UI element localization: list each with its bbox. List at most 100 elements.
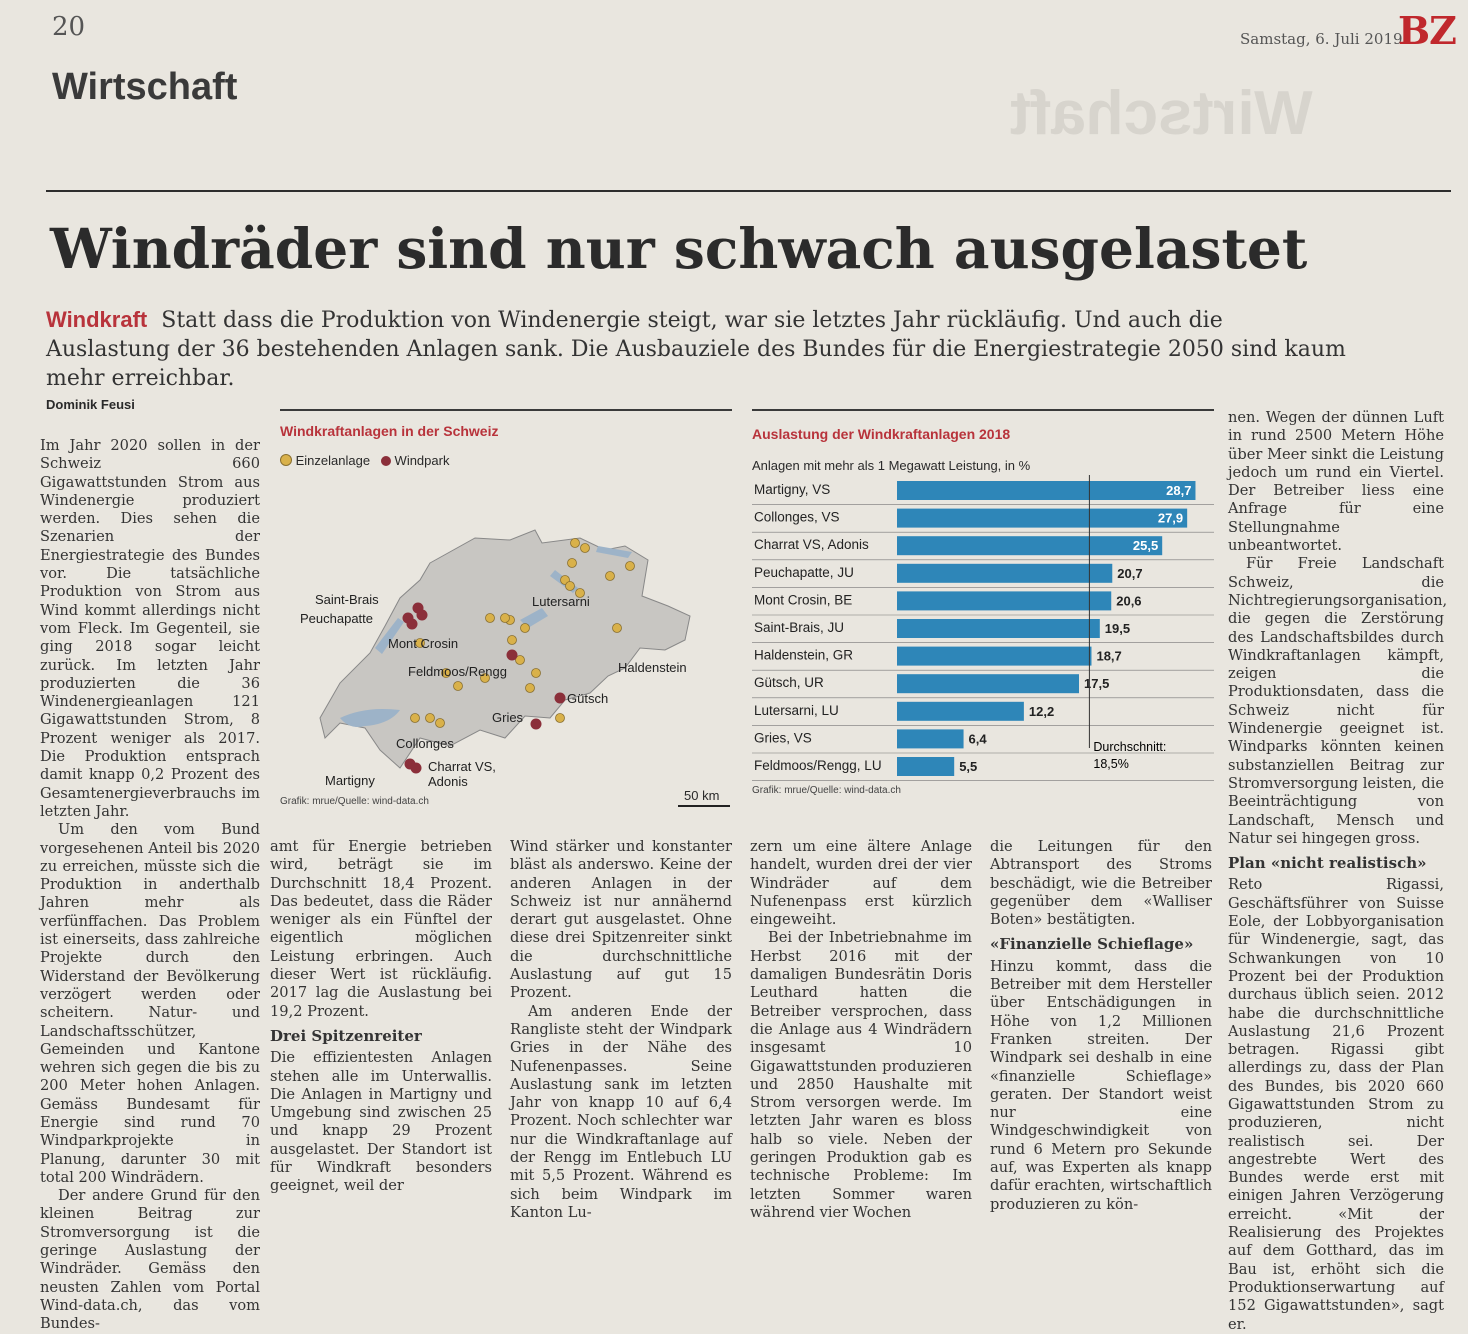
map-title: Windkraftanlagen in der Schweiz	[280, 423, 499, 439]
lake-neuchatel	[375, 618, 404, 654]
paragraph: Am anderen Ende der Rangliste steht der …	[510, 1002, 732, 1221]
map-source: Grafik: mrue/Quelle: wind-data.ch	[280, 796, 429, 807]
section-rule	[46, 190, 1451, 192]
paragraph: Im Jahr 2020 sollen in der Schweiz 660 G…	[40, 437, 260, 820]
bar	[897, 563, 1113, 583]
article-column-2: amt für Energie betrieben wird, beträgt …	[270, 838, 492, 1196]
single-marker-icon	[280, 454, 292, 466]
category-label: Haldenstein, GR	[754, 648, 853, 663]
marker-single	[605, 571, 615, 581]
marker-single	[485, 613, 495, 623]
lake-geneva	[340, 709, 400, 727]
value-label: 25,5	[1133, 538, 1158, 553]
marker-park	[406, 618, 418, 630]
paragraph: Der andere Grund für den kleinen Beitrag…	[40, 1187, 260, 1333]
value-label: 20,6	[1116, 593, 1141, 608]
marker-single	[507, 635, 517, 645]
bar-row: Martigny, VS 28,7	[752, 481, 1214, 505]
marker-park	[410, 762, 422, 774]
subheading: Plan «nicht realistisch»	[1228, 854, 1427, 873]
category-label: Peuchapatte, JU	[754, 565, 854, 580]
article-lead: Windkraft Statt dass die Produktion von …	[46, 305, 1346, 393]
single-markers	[410, 538, 635, 728]
marker-single	[515, 655, 525, 665]
value-label: 17,5	[1084, 676, 1109, 691]
map-graphic: Windkraftanlagen in der Schweiz Einzelan…	[280, 409, 732, 816]
graphic-rule	[752, 409, 1214, 411]
marker-park	[416, 609, 428, 621]
marker-single	[531, 668, 541, 678]
category-label: Lutersarni, LU	[754, 703, 839, 718]
author-byline: Dominik Feusi	[46, 397, 135, 412]
map-label: Gütsch	[567, 691, 608, 706]
bar-chart-graphic: Auslastung der Windkraftanlagen 2018 Anl…	[752, 409, 1214, 796]
paragraph: nen. Wegen der dünnen Luft in rund 2500 …	[1228, 409, 1444, 555]
marker-single	[441, 668, 451, 678]
value-label: 12,2	[1029, 704, 1054, 719]
bar	[897, 591, 1112, 611]
bar	[897, 646, 1092, 666]
lead-text: Statt dass die Produktion von Windenergi…	[46, 308, 1346, 391]
paragraph: die Leitungen für den Abtransport des St…	[990, 838, 1212, 929]
marker-park	[530, 718, 542, 730]
switzerland-map: Saint-Brais Peuchapatte Mont Crosin Lute…	[300, 529, 691, 788]
bar-row: Charrat VS, Adonis 25,5	[752, 536, 1214, 561]
bar-row: Gries, VS 6,4	[752, 729, 1214, 754]
paragraph: amt für Energie betrieben wird, beträgt …	[270, 838, 492, 1020]
map-label: Gries	[492, 710, 524, 725]
marker-single	[500, 613, 510, 623]
paragraph: Bei der Inbetriebnahme im Herbst 2016 mi…	[750, 929, 972, 1221]
bar	[897, 481, 1196, 500]
map-label: Mont Crosin	[388, 636, 458, 651]
bar-row: Saint-Brais, JU 19,5	[752, 619, 1214, 643]
bar	[897, 536, 1163, 556]
category-label: Martigny, VS	[754, 482, 830, 497]
map-label: Haldenstein	[618, 660, 687, 675]
bar	[897, 757, 955, 776]
chart-source: Grafik: mrue/Quelle: wind-data.ch	[752, 785, 901, 796]
legend-park: Windpark	[394, 453, 450, 468]
value-label: 5,5	[959, 759, 977, 774]
bar	[897, 701, 1024, 721]
map-legend: Einzelanlage Windpark	[280, 453, 732, 468]
article-column-3: Wind stärker und konstanter bläst als an…	[510, 838, 732, 1222]
category-label: Feldmoos/Rengg, LU	[754, 758, 882, 773]
legend-single: Einzelanlage	[295, 453, 371, 468]
section-title: Wirtschaft	[52, 66, 238, 108]
map-label: Charrat VS,	[428, 759, 496, 774]
category-label: Mont Crosin, BE	[754, 592, 852, 607]
article-column-1: Im Jahr 2020 sollen in der Schweiz 660 G…	[40, 437, 260, 1334]
marker-single	[520, 623, 530, 633]
park-markers	[402, 602, 566, 774]
article-column-6: nen. Wegen der dünnen Luft in rund 2500 …	[1228, 409, 1447, 1334]
issue-date: Samstag, 6. Juli 2019	[1240, 30, 1403, 48]
chart-subtitle: Anlagen mit mehr als 1 Megawatt Leistung…	[752, 458, 1031, 473]
paragraph: Reto Rigassi, Geschäftsführer von Suisse…	[1228, 876, 1444, 1333]
bar-chart: Martigny, VS 28,7 Collonges, VS 27,9 Charrat…	[752, 475, 1214, 781]
page-number: 20	[52, 12, 86, 42]
lead-kicker: Windkraft	[46, 307, 148, 332]
map-footer: Grafik: mrue/Quelle: wind-data.ch 50 km	[280, 788, 732, 816]
marker-park	[554, 692, 566, 704]
map-scale: 50 km	[684, 788, 720, 803]
bar-row: Gütsch, UR 17,5	[752, 674, 1214, 699]
marker-park	[506, 649, 518, 661]
bar-row: Peuchapatte, JU 20,7	[752, 563, 1214, 588]
show-through-text: Wirtschaft	[1010, 79, 1313, 148]
paragraph: Um den vom Bund vorgesehenen Anteil bis …	[40, 821, 260, 1186]
marker-single	[567, 558, 577, 568]
map-label: Martigny	[325, 773, 375, 788]
bar	[897, 619, 1100, 638]
article-column-4: zern um eine ältere Anlage handelt, wurd…	[750, 838, 972, 1222]
marker-single	[580, 543, 590, 553]
marker-single	[480, 673, 490, 683]
graphic-rule	[280, 409, 732, 411]
map-label: Collonges	[396, 736, 454, 751]
value-label: 20,7	[1117, 566, 1142, 581]
bar-row: Mont Crosin, BE 20,6	[752, 591, 1214, 616]
bar-row: Haldenstein, GR 18,7	[752, 646, 1214, 671]
marker-single	[625, 561, 635, 571]
marker-single	[555, 713, 565, 723]
map-label: Feldmoos/Rengg	[408, 664, 507, 679]
bar-row: Feldmoos/Rengg, LU 5,5	[752, 757, 1214, 781]
